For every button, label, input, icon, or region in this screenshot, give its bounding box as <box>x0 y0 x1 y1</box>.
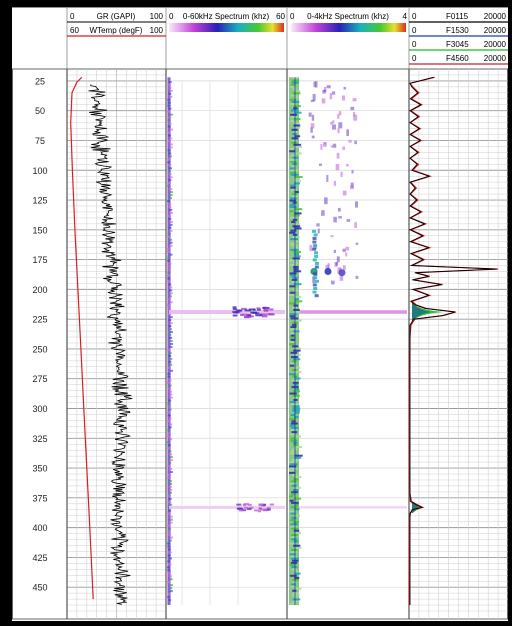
depth-axis: 25 50 75 100 125 150 175 200 225 250 275 300 325 350 3… <box>32 76 47 592</box>
filter-F1530-min: 0 <box>412 26 417 35</box>
spectrum4-label: 0-4kHz Spectrum (khz) <box>307 12 389 21</box>
spectrum60-min: 0 <box>169 12 174 21</box>
temp-label: WTemp (degF) <box>90 26 143 35</box>
gr-min: 0 <box>70 12 75 21</box>
depth-tick-325: 325 <box>32 434 47 444</box>
filter-headers: 0 F0115 20000 0 F1530 20000 0 F3045 20000 0 F4560 2… <box>409 12 508 65</box>
filter-F3045-max: 20000 <box>484 40 507 49</box>
log-curves <box>70 76 499 606</box>
gr-header: 0 GR (GAPI) 100 <box>67 12 166 23</box>
depth-tick-375: 375 <box>32 493 47 503</box>
depth-tick-400: 400 <box>32 523 47 533</box>
filter-F4560-max: 20000 <box>484 54 507 63</box>
temp-max: 100 <box>150 26 164 35</box>
spectrum60-header: 0 0-60kHz Spectrum (khz) 60 <box>169 12 286 32</box>
depth-tick-250: 250 <box>32 344 47 354</box>
spectrum4-header: 0 0-4kHz Spectrum (khz) 4 <box>290 12 408 32</box>
filter-f0115-curve <box>408 76 497 605</box>
filter-F0115-min: 0 <box>412 12 417 21</box>
filter-peak-383-f1530 <box>412 501 419 514</box>
temp-header: 60 WTemp (degF) 100 <box>67 26 166 37</box>
filter-F1530-max: 20000 <box>484 26 507 35</box>
filter-peak-219-f1530 <box>412 302 432 323</box>
temp-min: 60 <box>70 26 79 35</box>
filter-F1530-label: F1530 <box>446 26 469 35</box>
filter-F3045-min: 0 <box>412 40 417 49</box>
depth-tick-425: 425 <box>32 553 47 563</box>
depth-tick-25: 25 <box>35 76 45 86</box>
log-grid <box>12 68 508 620</box>
depth-tick-75: 75 <box>35 136 45 146</box>
depth-tick-450: 450 <box>32 583 47 593</box>
log-plot: 0 GR (GAPI) 100 60 WTemp (degF) 100 0 0-… <box>12 6 508 620</box>
depth-tick-225: 225 <box>32 315 47 325</box>
depth-tick-200: 200 <box>32 285 47 295</box>
temperature-curve <box>70 76 94 600</box>
well-log-chart: 0 GR (GAPI) 100 60 WTemp (degF) 100 0 0-… <box>12 6 508 621</box>
depth-tick-175: 175 <box>32 255 47 265</box>
filter-F0115-label: F0115 <box>446 12 469 21</box>
gr-max: 100 <box>150 12 164 21</box>
spectrum60-label: 0-60kHz Spectrum (khz) <box>183 12 270 21</box>
filter-F4560-min: 0 <box>412 54 417 63</box>
spectrum-images <box>167 77 407 606</box>
depth-tick-350: 350 <box>32 464 47 474</box>
depth-tick-125: 125 <box>32 196 47 206</box>
depth-tick-150: 150 <box>32 225 47 235</box>
spectrum60-color-scale <box>169 23 284 32</box>
gr-label: GR (GAPI) <box>97 12 136 21</box>
filter-F3045-label: F3045 <box>446 40 469 49</box>
depth-tick-300: 300 <box>32 404 47 414</box>
track-headers: 0 GR (GAPI) 100 60 WTemp (degF) 100 0 0-… <box>12 6 508 70</box>
filter-F0115-max: 20000 <box>484 12 507 21</box>
filter-F4560-label: F4560 <box>446 54 469 63</box>
depth-tick-100: 100 <box>32 166 47 176</box>
depth-tick-275: 275 <box>32 374 47 384</box>
spectrum4-max: 4 <box>403 12 408 21</box>
depth-tick-50: 50 <box>35 106 45 116</box>
filter-f4560-curve <box>408 76 499 606</box>
spectrum4-color-scale <box>291 23 406 32</box>
spectrum60-max: 60 <box>276 12 285 21</box>
spectrum4-min: 0 <box>290 12 295 21</box>
gamma-ray-curve <box>88 84 133 605</box>
